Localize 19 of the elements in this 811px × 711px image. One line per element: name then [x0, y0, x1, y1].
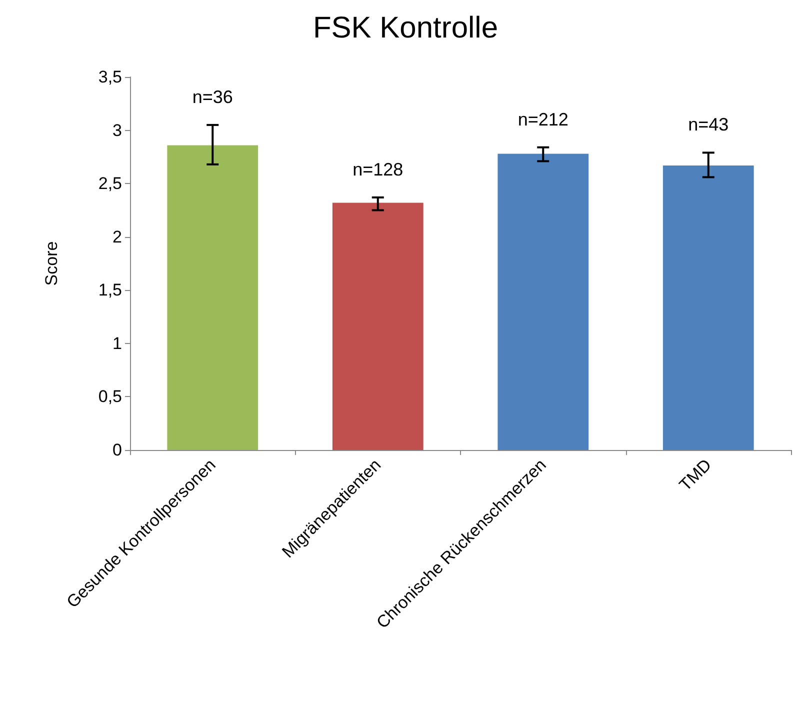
y-tick-label: 1	[112, 334, 122, 353]
y-tick-label: 3,5	[98, 68, 122, 86]
bar	[167, 145, 258, 450]
y-tick-label: 1,5	[98, 280, 122, 300]
x-tick-label: TMD	[676, 455, 716, 495]
bar	[662, 165, 754, 450]
y-axis-title: Score	[42, 241, 61, 286]
annotation: n=36	[192, 86, 233, 107]
chart-title: FSK Kontrolle	[312, 12, 498, 44]
y-tick-label: 0	[112, 440, 122, 460]
y-tick-label: 3	[112, 120, 122, 140]
bar	[498, 154, 589, 450]
y-tick-label: 2,5	[98, 174, 122, 194]
annotation: n=212	[518, 109, 568, 130]
y-tick-label: 2	[112, 227, 122, 246]
annotation: n=128	[352, 159, 404, 180]
annotation: n=43	[688, 114, 729, 135]
bar	[332, 202, 424, 450]
y-tick-label: 0,5	[98, 387, 122, 406]
